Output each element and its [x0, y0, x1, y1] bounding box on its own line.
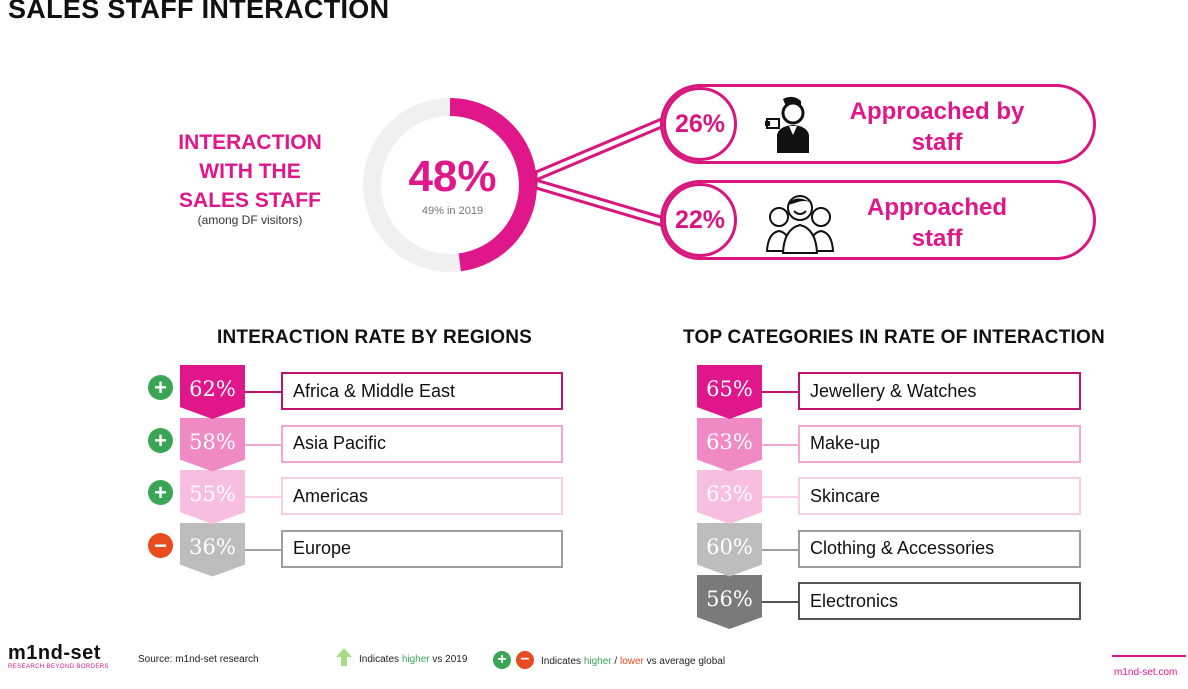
chart-value-segment: 65%: [697, 365, 762, 419]
chart-category-label: Make-up: [798, 424, 1081, 463]
arrow-up-icon: [336, 648, 352, 666]
interaction-label-line: INTERACTION: [178, 131, 322, 154]
interaction-label-line: WITH THE: [199, 160, 301, 183]
approach-pill: 22% Approached staff: [660, 180, 1096, 260]
chart-value-segment: 58%: [180, 417, 245, 472]
minus-icon: −: [516, 651, 534, 669]
approach-label: Approached by staff: [823, 96, 1051, 158]
interaction-label-line: SALES STAFF: [179, 189, 321, 212]
chart-value-segment: 55%: [180, 470, 245, 524]
approach-percent: 26%: [663, 87, 737, 161]
chart-connector-line: [762, 443, 798, 446]
regions-section-title: INTERACTION RATE BY REGIONS: [217, 327, 533, 348]
chart-category-label: Asia Pacific: [281, 424, 563, 463]
chart-value-segment: 60%: [697, 522, 762, 577]
connector-lines: [534, 115, 666, 229]
approach-percent: 22%: [663, 183, 737, 257]
legend-higher: higher: [583, 656, 612, 667]
interaction-sublabel: (among DF visitors): [197, 213, 303, 227]
plus-icon: +: [493, 651, 511, 669]
approach-label-line: staff: [911, 225, 963, 252]
chart-connector-line: [762, 601, 798, 603]
logo-tagline: RESEARCH BEYOND BORDERS: [8, 664, 109, 670]
legend-text: vs average global: [643, 656, 726, 667]
donut-arc: [449, 98, 537, 272]
interaction-comparison: 49% in 2019: [421, 205, 484, 217]
legend-sign-note: Indicates higher / lower vs average glob…: [541, 656, 725, 667]
chart-category-label: Americas: [281, 477, 563, 515]
chart-category-label: Jewellery & Watches: [798, 372, 1081, 410]
minus-icon: −: [148, 532, 173, 558]
legend-text: Indicates: [541, 656, 584, 667]
legend-text: Indicates: [359, 654, 402, 665]
categories-section-title: TOP CATEGORIES IN RATE OF INTERACTION: [683, 327, 1105, 348]
chart-value-segment: 63%: [697, 417, 762, 472]
chart-connector-line: [762, 496, 798, 498]
chart-category-label: Europe: [281, 529, 563, 568]
page-title: SALES STAFF INTERACTION: [8, 0, 390, 24]
plus-icon: +: [148, 375, 173, 400]
chart-connector-line: [245, 391, 281, 393]
legend-higher: higher: [401, 654, 430, 665]
legend-text: /: [611, 656, 620, 667]
website-link[interactable]: m1nd-set.com: [1114, 667, 1178, 678]
chart-value-segment: 36%: [180, 522, 245, 577]
chart-value-segment: 56%: [697, 575, 762, 629]
interaction-label: INTERACTION WITH THE SALES STAFF: [150, 128, 350, 215]
legend-lower: lower: [619, 656, 644, 667]
company-logo: m1nd-set RESEARCH BEYOND BORDERS: [8, 642, 109, 670]
interaction-value: 48%: [408, 152, 497, 201]
chart-connector-line: [245, 496, 281, 498]
connector-upper: [534, 115, 666, 183]
chart-connector-line: [245, 548, 281, 551]
plus-icon: +: [148, 427, 173, 453]
single-staff-icon: [765, 96, 809, 153]
group-staff-icon: [765, 195, 835, 254]
chart-category-label: Clothing & Accessories: [798, 529, 1081, 568]
approach-pill: 26% Approached by staff: [660, 84, 1096, 164]
plus-icon: +: [148, 480, 173, 505]
approach-label-line: Approached by: [849, 98, 1025, 125]
legend-text: vs 2019: [429, 654, 468, 665]
approach-label-line: Approached: [866, 194, 1007, 221]
chart-category-label: Electronics: [798, 582, 1081, 620]
connector-lower: [534, 177, 666, 229]
logo-main: m1nd-set: [8, 642, 101, 664]
chart-value-segment: 63%: [697, 470, 762, 524]
interaction-donut: [363, 98, 537, 272]
approach-label: Approached staff: [823, 192, 1051, 254]
legend-arrow-note: Indicates higher vs 2019: [359, 654, 467, 665]
chart-value-segment: 62%: [180, 365, 245, 419]
source-note: Source: m1nd-set research: [138, 654, 259, 665]
chart-connector-line: [762, 548, 798, 551]
chart-connector-line: [762, 391, 798, 393]
chart-category-label: Africa & Middle East: [281, 372, 563, 410]
approach-label-line: staff: [911, 129, 963, 156]
footer-divider: [1112, 655, 1186, 657]
chart-connector-line: [245, 443, 281, 446]
chart-category-label: Skincare: [798, 477, 1081, 515]
